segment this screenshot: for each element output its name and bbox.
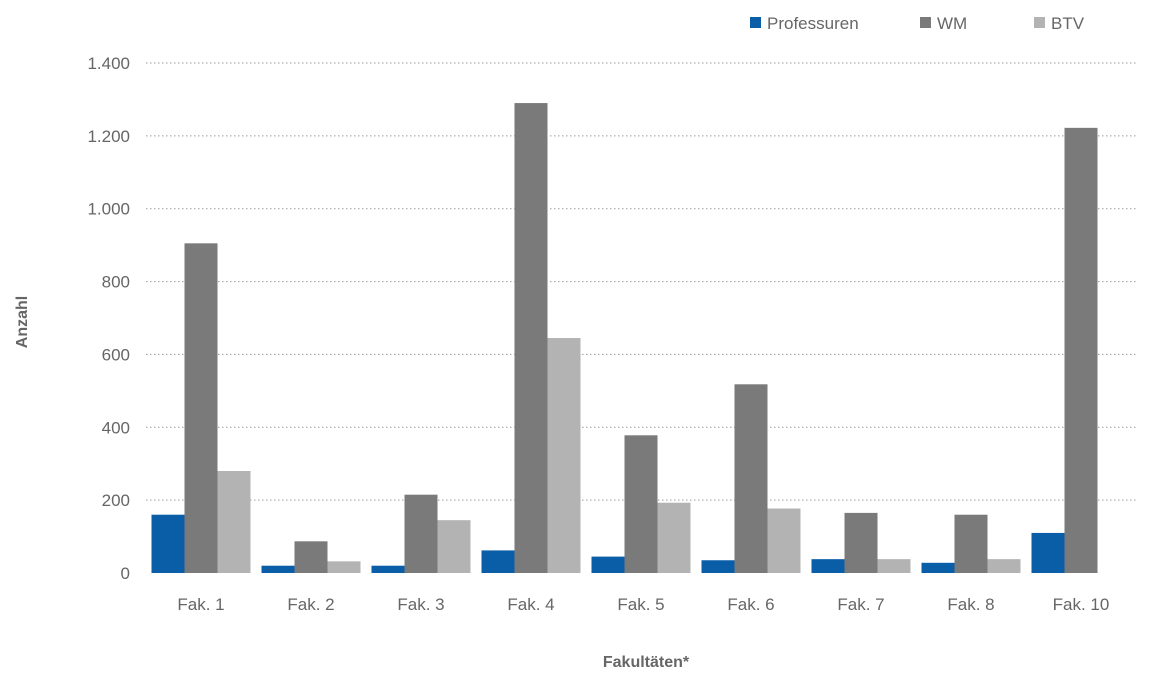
y-tick-label: 200 bbox=[102, 491, 130, 510]
bar-professuren-8 bbox=[921, 562, 955, 573]
bar-professuren-9 bbox=[1031, 532, 1065, 573]
bar-professuren-4 bbox=[481, 550, 515, 573]
legend-label: BTV bbox=[1051, 14, 1085, 33]
bar-professuren-5 bbox=[591, 556, 625, 573]
bar-professuren-1 bbox=[151, 514, 185, 573]
x-tick-label: Fak. 3 bbox=[397, 595, 444, 614]
x-tick-label: Fak. 5 bbox=[617, 595, 664, 614]
bar-btv-8 bbox=[987, 559, 1021, 573]
bar-wm-4 bbox=[514, 103, 548, 574]
bar-btv-5 bbox=[657, 502, 691, 573]
bar-btv-3 bbox=[437, 520, 471, 573]
y-axis-ticks: 0 200 400 600 800 1.000 1.200 1.400 bbox=[87, 54, 130, 583]
bar-wm-5 bbox=[624, 435, 658, 573]
x-axis-ticks: Fak. 1 Fak. 2 Fak. 3 Fak. 4 Fak. 5 Fak. 6 Fak.… bbox=[177, 595, 1109, 614]
bar-wm-7 bbox=[844, 512, 878, 573]
bars bbox=[151, 103, 1098, 574]
legend-label: Professuren bbox=[767, 14, 859, 33]
x-tick-label: Fak. 1 bbox=[177, 595, 224, 614]
x-tick-label: Fak. 6 bbox=[727, 595, 774, 614]
legend-label: WM bbox=[937, 14, 967, 33]
bar-professuren-6 bbox=[701, 560, 735, 573]
y-tick-label: 600 bbox=[102, 345, 130, 364]
legend-item-btv: BTV bbox=[1034, 14, 1085, 33]
x-axis-title: Fakultäten* bbox=[603, 654, 690, 671]
y-tick-label: 1.000 bbox=[87, 200, 130, 219]
bar-btv-6 bbox=[767, 508, 801, 573]
legend-swatch bbox=[750, 17, 761, 28]
bar-professuren-3 bbox=[371, 565, 405, 573]
y-tick-label: 1.400 bbox=[87, 54, 130, 73]
legend-item-professuren: Professuren bbox=[750, 14, 859, 33]
legend: Professuren WM BTV bbox=[750, 14, 1085, 33]
y-tick-label: 800 bbox=[102, 273, 130, 292]
bar-btv-1 bbox=[217, 471, 251, 573]
bar-wm-2 bbox=[294, 541, 328, 573]
bar-wm-3 bbox=[404, 494, 438, 573]
bar-btv-4 bbox=[547, 338, 581, 573]
y-tick-label: 400 bbox=[102, 418, 130, 437]
legend-swatch bbox=[1034, 17, 1045, 28]
x-tick-label: Fak. 4 bbox=[507, 595, 554, 614]
bar-wm-1 bbox=[184, 243, 218, 574]
legend-item-wm: WM bbox=[920, 14, 967, 33]
x-tick-label: Fak. 2 bbox=[287, 595, 334, 614]
bar-wm-6 bbox=[734, 384, 768, 573]
x-tick-label: Fak. 7 bbox=[837, 595, 884, 614]
y-tick-label: 0 bbox=[121, 564, 130, 583]
x-tick-label: Fak. 10 bbox=[1053, 595, 1110, 614]
bar-wm-8 bbox=[954, 514, 988, 573]
legend-swatch bbox=[920, 17, 931, 28]
bar-wm-9 bbox=[1064, 127, 1098, 573]
y-axis-title: Anzahl bbox=[14, 296, 31, 348]
gridlines bbox=[146, 62, 1136, 501]
bar-professuren-7 bbox=[811, 559, 845, 573]
bar-professuren-2 bbox=[261, 565, 295, 573]
x-tick-label: Fak. 8 bbox=[947, 595, 994, 614]
y-tick-label: 1.200 bbox=[87, 127, 130, 146]
bar-btv-2 bbox=[327, 561, 361, 573]
bar-btv-7 bbox=[877, 559, 911, 573]
